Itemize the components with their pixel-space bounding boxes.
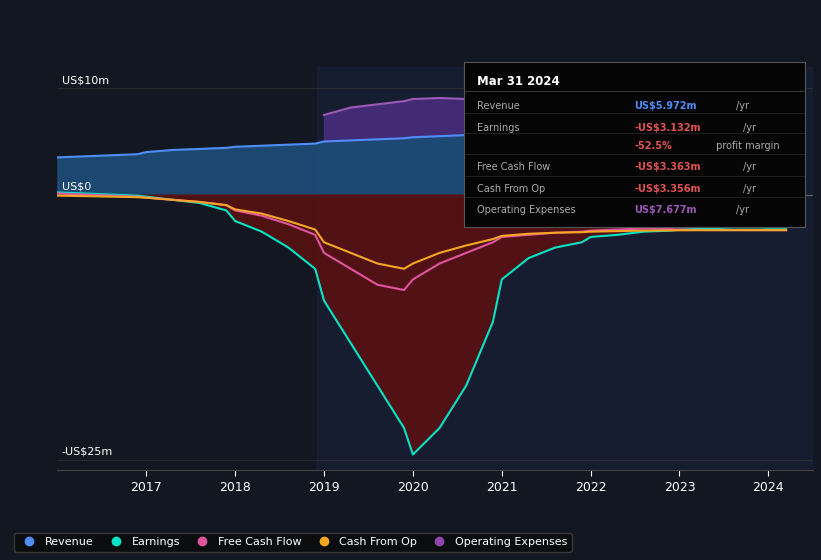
Text: profit margin: profit margin <box>713 141 780 151</box>
Text: Operating Expenses: Operating Expenses <box>478 206 576 216</box>
Text: -US$3.356m: -US$3.356m <box>635 184 700 194</box>
Legend: Revenue, Earnings, Free Cash Flow, Cash From Op, Operating Expenses: Revenue, Earnings, Free Cash Flow, Cash … <box>14 533 571 552</box>
Text: US$7.677m: US$7.677m <box>635 206 697 216</box>
Text: Free Cash Flow: Free Cash Flow <box>478 162 551 172</box>
Text: Earnings: Earnings <box>478 123 520 133</box>
Text: US$0: US$0 <box>62 181 91 192</box>
Text: -US$3.132m: -US$3.132m <box>635 123 700 133</box>
Text: /yr: /yr <box>743 184 756 194</box>
Text: /yr: /yr <box>743 123 756 133</box>
Text: /yr: /yr <box>736 206 749 216</box>
Text: US$10m: US$10m <box>62 75 109 85</box>
Bar <box>317 67 813 470</box>
Text: Mar 31 2024: Mar 31 2024 <box>478 75 560 88</box>
Text: US$5.972m: US$5.972m <box>635 101 697 111</box>
Text: Cash From Op: Cash From Op <box>478 184 546 194</box>
Text: /yr: /yr <box>736 101 749 111</box>
Text: -US$3.363m: -US$3.363m <box>635 162 700 172</box>
Text: /yr: /yr <box>743 162 756 172</box>
Text: -52.5%: -52.5% <box>635 141 672 151</box>
Text: -US$25m: -US$25m <box>62 447 113 456</box>
Text: Revenue: Revenue <box>478 101 521 111</box>
